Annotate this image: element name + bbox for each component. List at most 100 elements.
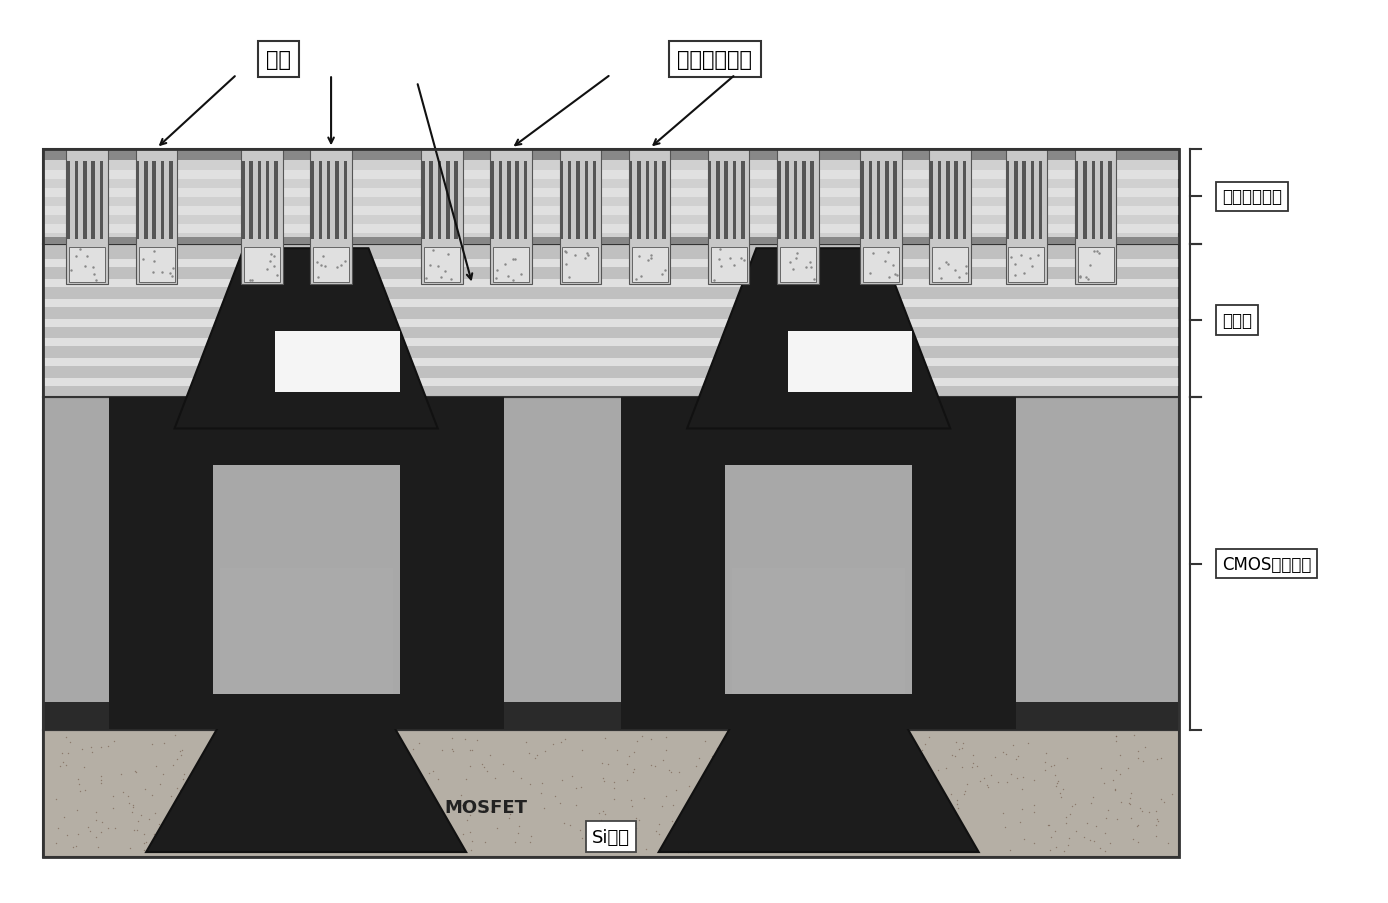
- Point: [1119, 796, 1141, 810]
- Point: [443, 798, 465, 813]
- Point: [398, 750, 421, 765]
- Point: [133, 836, 155, 851]
- Bar: [258, 162, 261, 240]
- Bar: [43, 225, 1178, 234]
- Point: [214, 791, 236, 805]
- Point: [886, 743, 908, 758]
- Bar: [311, 162, 314, 240]
- Point: [117, 789, 139, 804]
- Point: [894, 782, 916, 796]
- Bar: [219, 568, 393, 694]
- Point: [149, 777, 171, 792]
- Bar: [43, 171, 1178, 180]
- Text: MOSFET: MOSFET: [444, 798, 527, 816]
- Point: [122, 800, 144, 815]
- Bar: [733, 162, 736, 240]
- Point: [137, 812, 160, 826]
- Bar: [43, 731, 1178, 857]
- Point: [149, 816, 171, 831]
- Point: [758, 777, 780, 791]
- Point: [346, 797, 368, 812]
- Bar: [328, 162, 330, 240]
- Bar: [266, 162, 269, 240]
- Point: [590, 813, 612, 827]
- Point: [1023, 772, 1045, 787]
- Point: [278, 835, 300, 850]
- Point: [620, 799, 643, 814]
- Point: [67, 772, 89, 787]
- Point: [501, 764, 523, 778]
- Point: [1005, 752, 1027, 767]
- Bar: [43, 358, 1178, 367]
- Point: [1099, 836, 1122, 851]
- Bar: [947, 162, 949, 240]
- Point: [1058, 831, 1080, 845]
- Point: [806, 729, 829, 743]
- Point: [1149, 792, 1171, 806]
- Point: [669, 816, 691, 831]
- Point: [705, 740, 727, 755]
- Point: [140, 841, 162, 855]
- Point: [1073, 830, 1095, 844]
- Point: [1059, 806, 1081, 821]
- Bar: [421, 150, 462, 285]
- Point: [1038, 818, 1060, 833]
- Point: [552, 816, 575, 831]
- Point: [89, 769, 111, 784]
- Point: [1055, 810, 1077, 824]
- Point: [237, 771, 260, 786]
- Point: [826, 763, 848, 777]
- Point: [662, 798, 684, 813]
- Bar: [153, 162, 155, 240]
- Point: [1105, 763, 1127, 777]
- Point: [74, 760, 96, 775]
- Point: [1120, 811, 1142, 825]
- Point: [451, 798, 473, 813]
- Point: [676, 844, 698, 859]
- Point: [81, 740, 103, 754]
- Bar: [711, 248, 747, 284]
- Point: [655, 730, 677, 744]
- Point: [594, 807, 616, 822]
- Point: [1083, 834, 1105, 849]
- Point: [1058, 837, 1080, 852]
- Point: [781, 740, 804, 755]
- Point: [85, 813, 107, 827]
- Point: [819, 834, 841, 849]
- Point: [321, 810, 343, 824]
- Point: [1056, 751, 1078, 766]
- Point: [296, 815, 318, 830]
- Point: [737, 843, 759, 858]
- Point: [745, 753, 768, 768]
- Bar: [507, 162, 511, 240]
- Point: [87, 840, 110, 854]
- Bar: [777, 162, 780, 240]
- Point: [192, 805, 214, 820]
- Point: [1034, 763, 1056, 777]
- Point: [711, 834, 733, 849]
- Bar: [136, 150, 178, 285]
- Point: [1010, 802, 1033, 816]
- Point: [262, 740, 285, 754]
- Bar: [67, 162, 69, 240]
- Point: [1034, 755, 1056, 769]
- Point: [750, 815, 772, 830]
- Bar: [863, 248, 899, 284]
- Point: [602, 792, 625, 806]
- Point: [805, 820, 827, 834]
- Point: [1063, 797, 1085, 812]
- Bar: [136, 162, 139, 240]
- Point: [651, 799, 673, 814]
- Point: [133, 827, 155, 842]
- Point: [361, 833, 383, 848]
- Point: [408, 736, 430, 750]
- Point: [376, 786, 398, 800]
- Point: [902, 765, 924, 779]
- Point: [597, 758, 619, 772]
- Point: [278, 830, 300, 844]
- Polygon shape: [146, 726, 466, 852]
- Bar: [43, 189, 1178, 198]
- Point: [876, 798, 898, 813]
- Bar: [421, 162, 425, 240]
- Bar: [242, 150, 283, 285]
